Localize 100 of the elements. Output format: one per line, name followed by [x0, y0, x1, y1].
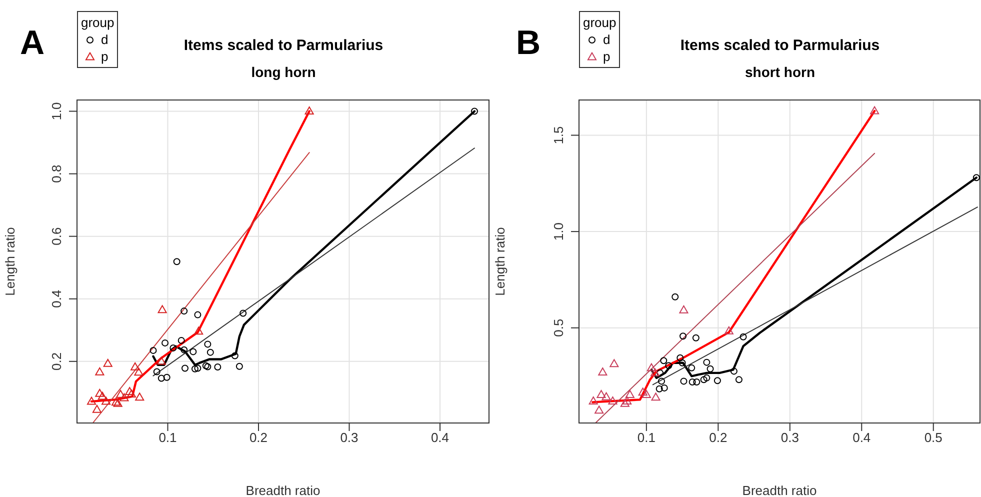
point	[153, 368, 160, 376]
point	[588, 396, 598, 405]
point	[240, 310, 247, 317]
point	[170, 344, 177, 352]
point	[194, 364, 202, 372]
chart-subtitle: short horn	[744, 64, 816, 80]
point	[236, 362, 243, 370]
point	[116, 390, 126, 398]
point	[610, 359, 619, 368]
point	[724, 326, 734, 334]
x-tick-label: 0.4	[430, 430, 450, 446]
legend-label: d	[603, 31, 610, 48]
point	[470, 108, 478, 115]
point	[650, 368, 660, 376]
point	[676, 354, 684, 362]
legend-title: group	[583, 14, 616, 31]
point	[125, 387, 134, 396]
point	[231, 352, 238, 360]
point	[596, 390, 606, 398]
point	[194, 326, 204, 335]
point	[202, 362, 210, 370]
point	[688, 364, 696, 372]
y-tick-label: 1.5	[551, 126, 566, 144]
legend-title: group	[81, 14, 114, 31]
point	[638, 388, 648, 396]
y-tick-label: 0.2	[49, 352, 64, 370]
point	[194, 311, 202, 318]
point	[180, 346, 188, 354]
point	[150, 346, 157, 354]
point	[135, 392, 144, 401]
point	[646, 363, 656, 372]
point	[625, 390, 634, 398]
x-tick-label: 0.1	[637, 430, 656, 446]
point	[660, 384, 668, 392]
point	[656, 385, 663, 392]
x-tick-label: 0.5	[924, 430, 942, 446]
point	[594, 406, 604, 414]
x-tick-label: 0.4	[852, 430, 871, 446]
point	[191, 365, 198, 372]
x-axis-title: Breadth ratio	[246, 483, 320, 497]
point	[98, 392, 107, 400]
point	[304, 106, 314, 115]
point	[692, 334, 700, 342]
point	[672, 293, 679, 300]
point	[111, 398, 121, 406]
point	[206, 348, 214, 356]
point	[665, 362, 672, 370]
point	[103, 358, 112, 367]
legend-label: p	[603, 48, 610, 65]
point	[130, 362, 140, 370]
point	[703, 374, 710, 382]
point	[204, 363, 212, 370]
y-tick-label: 0.6	[49, 227, 64, 246]
point	[204, 340, 212, 348]
text: B	[516, 24, 541, 63]
y-tick-label: 1.0	[49, 102, 64, 120]
y-axis-title: Length ratio	[492, 227, 508, 296]
legend-label: d	[101, 31, 108, 48]
point	[158, 374, 165, 382]
point	[173, 258, 180, 266]
point	[163, 374, 170, 381]
point	[162, 339, 169, 346]
point	[700, 376, 708, 384]
y-axis-title: Length ratio	[2, 227, 18, 296]
point	[656, 369, 664, 376]
point	[620, 398, 630, 407]
point	[680, 332, 687, 340]
point	[714, 377, 721, 384]
point	[622, 396, 632, 405]
point	[92, 404, 102, 413]
x-axis-title: Breadth ratio	[742, 483, 817, 497]
point	[95, 388, 104, 397]
y-tick-label: 0.5	[551, 318, 566, 337]
point	[740, 333, 747, 340]
point	[190, 348, 197, 356]
x-tick-label: 0.2	[249, 430, 268, 446]
point	[158, 305, 167, 314]
point	[679, 305, 688, 314]
x-tick-label: 0.1	[158, 430, 177, 446]
point	[181, 364, 188, 372]
point	[598, 367, 608, 376]
point	[730, 368, 738, 375]
point	[156, 356, 166, 365]
point	[688, 378, 696, 386]
point	[113, 398, 122, 407]
point	[972, 174, 980, 182]
x-tick-label: 0.3	[340, 430, 358, 446]
y-tick-label: 0.4	[49, 290, 64, 308]
point	[608, 396, 618, 405]
point	[120, 393, 129, 402]
point	[180, 308, 188, 315]
point	[178, 336, 185, 344]
point	[658, 378, 665, 385]
chart-title: Items scaled to Parmularius	[184, 37, 384, 54]
point	[86, 396, 96, 405]
point	[706, 365, 714, 372]
x-tick-label: 0.3	[780, 430, 799, 446]
point	[95, 367, 104, 376]
point	[660, 357, 668, 364]
point	[102, 396, 111, 405]
